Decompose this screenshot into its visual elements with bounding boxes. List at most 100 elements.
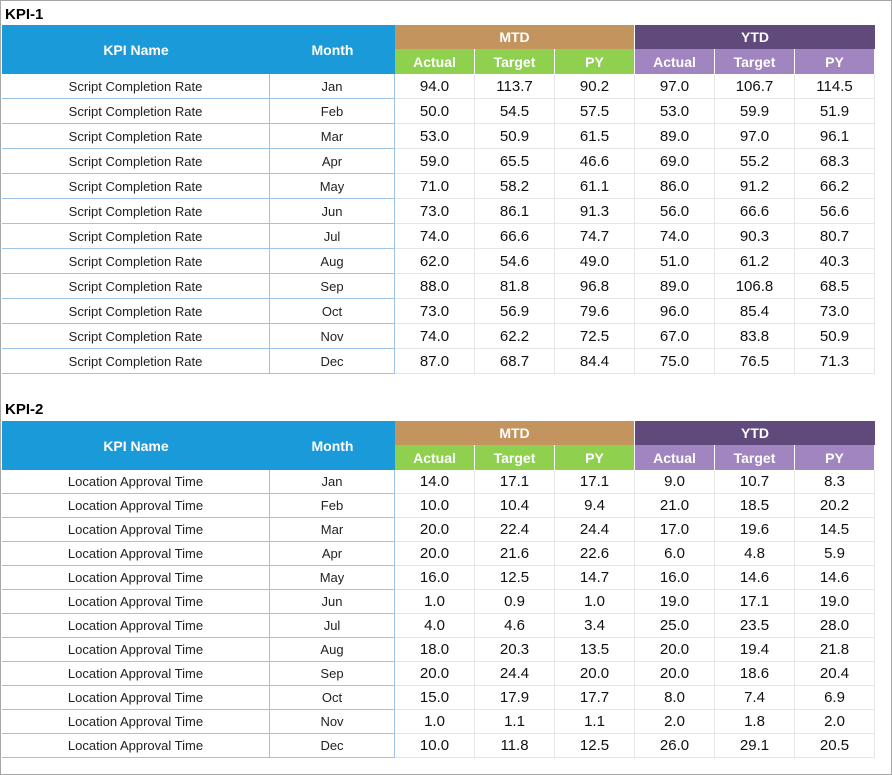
value: 0.9: [475, 590, 555, 614]
month: Feb: [270, 494, 395, 518]
value: 97.0: [715, 124, 795, 149]
kpi-name: Script Completion Rate: [2, 249, 270, 274]
value: 51.0: [635, 249, 715, 274]
value: 12.5: [475, 566, 555, 590]
kpi-name-header: KPI Name: [2, 421, 270, 470]
value: 17.7: [555, 686, 635, 710]
kpi-name: Script Completion Rate: [2, 199, 270, 224]
month: Jan: [270, 74, 395, 99]
value: 1.0: [555, 590, 635, 614]
value: 20.0: [555, 662, 635, 686]
value: 21.6: [475, 542, 555, 566]
month: Mar: [270, 518, 395, 542]
kpi-name: Script Completion Rate: [2, 299, 270, 324]
value: 17.1: [555, 470, 635, 494]
value: 61.1: [555, 174, 635, 199]
value: 56.9: [475, 299, 555, 324]
kpi-name: Script Completion Rate: [2, 74, 270, 99]
value: 28.0: [795, 614, 875, 638]
value: 68.3: [795, 149, 875, 174]
value: 5.9: [795, 542, 875, 566]
value: 8.0: [635, 686, 715, 710]
value: 20.3: [475, 638, 555, 662]
value: 96.0: [635, 299, 715, 324]
value: 74.0: [395, 324, 475, 349]
sub-header: Actual: [635, 445, 715, 470]
sub-header: Target: [715, 49, 795, 74]
ytd-header: YTD: [635, 25, 875, 49]
kpi-name-header: KPI Name: [2, 25, 270, 74]
value: 15.0: [395, 686, 475, 710]
value: 81.8: [475, 274, 555, 299]
value: 90.3: [715, 224, 795, 249]
sub-header: Actual: [395, 49, 475, 74]
value: 62.2: [475, 324, 555, 349]
value: 61.5: [555, 124, 635, 149]
value: 18.6: [715, 662, 795, 686]
value: 74.0: [395, 224, 475, 249]
value: 8.3: [795, 470, 875, 494]
value: 19.0: [635, 590, 715, 614]
value: 17.1: [715, 590, 795, 614]
sub-header: Target: [475, 49, 555, 74]
value: 74.0: [635, 224, 715, 249]
month: Oct: [270, 299, 395, 324]
value: 10.7: [715, 470, 795, 494]
month: Dec: [270, 734, 395, 758]
value: 86.0: [635, 174, 715, 199]
month: May: [270, 566, 395, 590]
value: 75.0: [635, 349, 715, 374]
value: 73.0: [395, 299, 475, 324]
value: 50.9: [475, 124, 555, 149]
kpi-name: Location Approval Time: [2, 710, 270, 734]
kpi-name: Script Completion Rate: [2, 274, 270, 299]
value: 10.4: [475, 494, 555, 518]
value: 66.6: [715, 199, 795, 224]
value: 16.0: [395, 566, 475, 590]
month: Nov: [270, 324, 395, 349]
kpi-name: Location Approval Time: [2, 590, 270, 614]
value: 91.3: [555, 199, 635, 224]
value: 59.0: [395, 149, 475, 174]
value: 55.2: [715, 149, 795, 174]
mtd-header: MTD: [395, 421, 635, 445]
value: 14.6: [795, 566, 875, 590]
month: Sep: [270, 662, 395, 686]
value: 29.1: [715, 734, 795, 758]
sub-header: Target: [715, 445, 795, 470]
value: 19.6: [715, 518, 795, 542]
value: 11.8: [475, 734, 555, 758]
sub-header: Actual: [395, 445, 475, 470]
value: 16.0: [635, 566, 715, 590]
month: Feb: [270, 99, 395, 124]
value: 23.5: [715, 614, 795, 638]
value: 68.5: [795, 274, 875, 299]
kpi-name: Script Completion Rate: [2, 99, 270, 124]
kpi-name: Location Approval Time: [2, 566, 270, 590]
month: Jan: [270, 470, 395, 494]
value: 66.6: [475, 224, 555, 249]
sub-header: PY: [555, 49, 635, 74]
kpi-name: Location Approval Time: [2, 518, 270, 542]
value: 62.0: [395, 249, 475, 274]
value: 14.6: [715, 566, 795, 590]
value: 22.4: [475, 518, 555, 542]
value: 58.2: [475, 174, 555, 199]
value: 9.0: [635, 470, 715, 494]
ytd-header: YTD: [635, 421, 875, 445]
value: 51.9: [795, 99, 875, 124]
value: 2.0: [635, 710, 715, 734]
value: 73.0: [395, 199, 475, 224]
kpi-name: Location Approval Time: [2, 662, 270, 686]
month: Apr: [270, 542, 395, 566]
value: 20.0: [635, 662, 715, 686]
month: Jun: [270, 199, 395, 224]
month: Apr: [270, 149, 395, 174]
value: 79.6: [555, 299, 635, 324]
value: 56.6: [795, 199, 875, 224]
value: 1.1: [475, 710, 555, 734]
value: 4.0: [395, 614, 475, 638]
value: 86.1: [475, 199, 555, 224]
value: 94.0: [395, 74, 475, 99]
